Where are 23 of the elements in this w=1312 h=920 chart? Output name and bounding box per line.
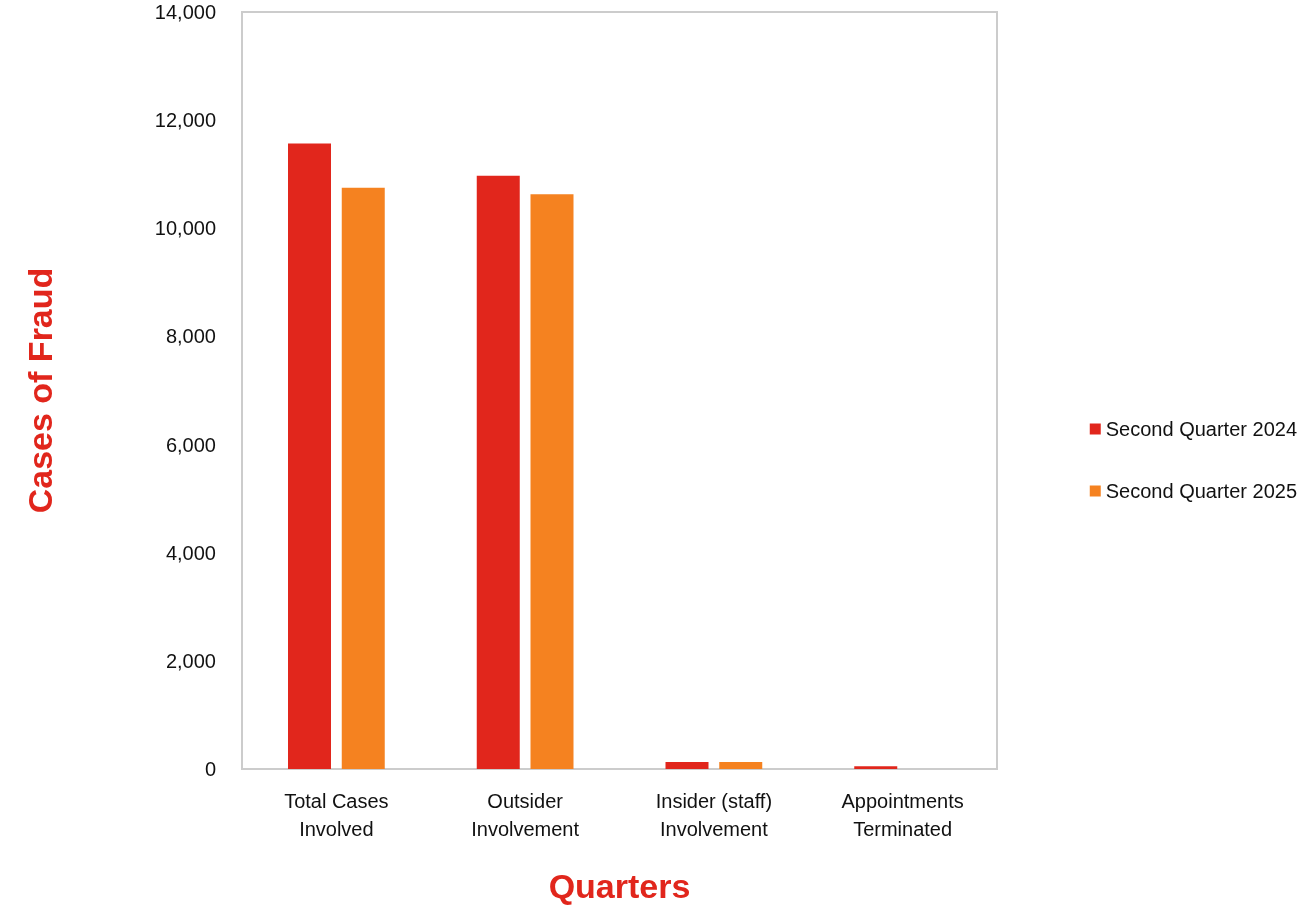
y-tick-label: 2,000 xyxy=(165,649,216,672)
legend-label: Second Quarter 2024 xyxy=(1105,418,1298,440)
x-tick-label: Total Cases Involved xyxy=(284,790,389,840)
y-tick-label: 12,000 xyxy=(154,109,216,132)
bar xyxy=(476,175,520,769)
y-tick-label: 6,000 xyxy=(165,433,216,456)
bar xyxy=(854,766,898,769)
y-tick-label: 10,000 xyxy=(154,217,216,240)
x-axis-title: Quarters xyxy=(548,867,691,905)
x-tick-label: Outsider Involvement xyxy=(471,790,580,840)
bar xyxy=(719,761,763,769)
bar xyxy=(530,194,574,769)
y-tick-label: 8,000 xyxy=(165,325,216,348)
y-tick-label: 4,000 xyxy=(165,541,216,564)
y-tick-label: 0 xyxy=(204,758,216,780)
y-tick-label: 14,000 xyxy=(154,1,216,23)
bar xyxy=(341,187,385,769)
x-tick-label: Insider (staff) Involvement xyxy=(655,790,773,840)
bar xyxy=(288,143,331,769)
legend-label: Second Quarter 2025 xyxy=(1105,480,1298,502)
x-tick-label: Appointments Terminated xyxy=(841,790,964,840)
bar xyxy=(665,761,709,769)
y-axis-title: Cases of Fraud xyxy=(21,267,59,514)
